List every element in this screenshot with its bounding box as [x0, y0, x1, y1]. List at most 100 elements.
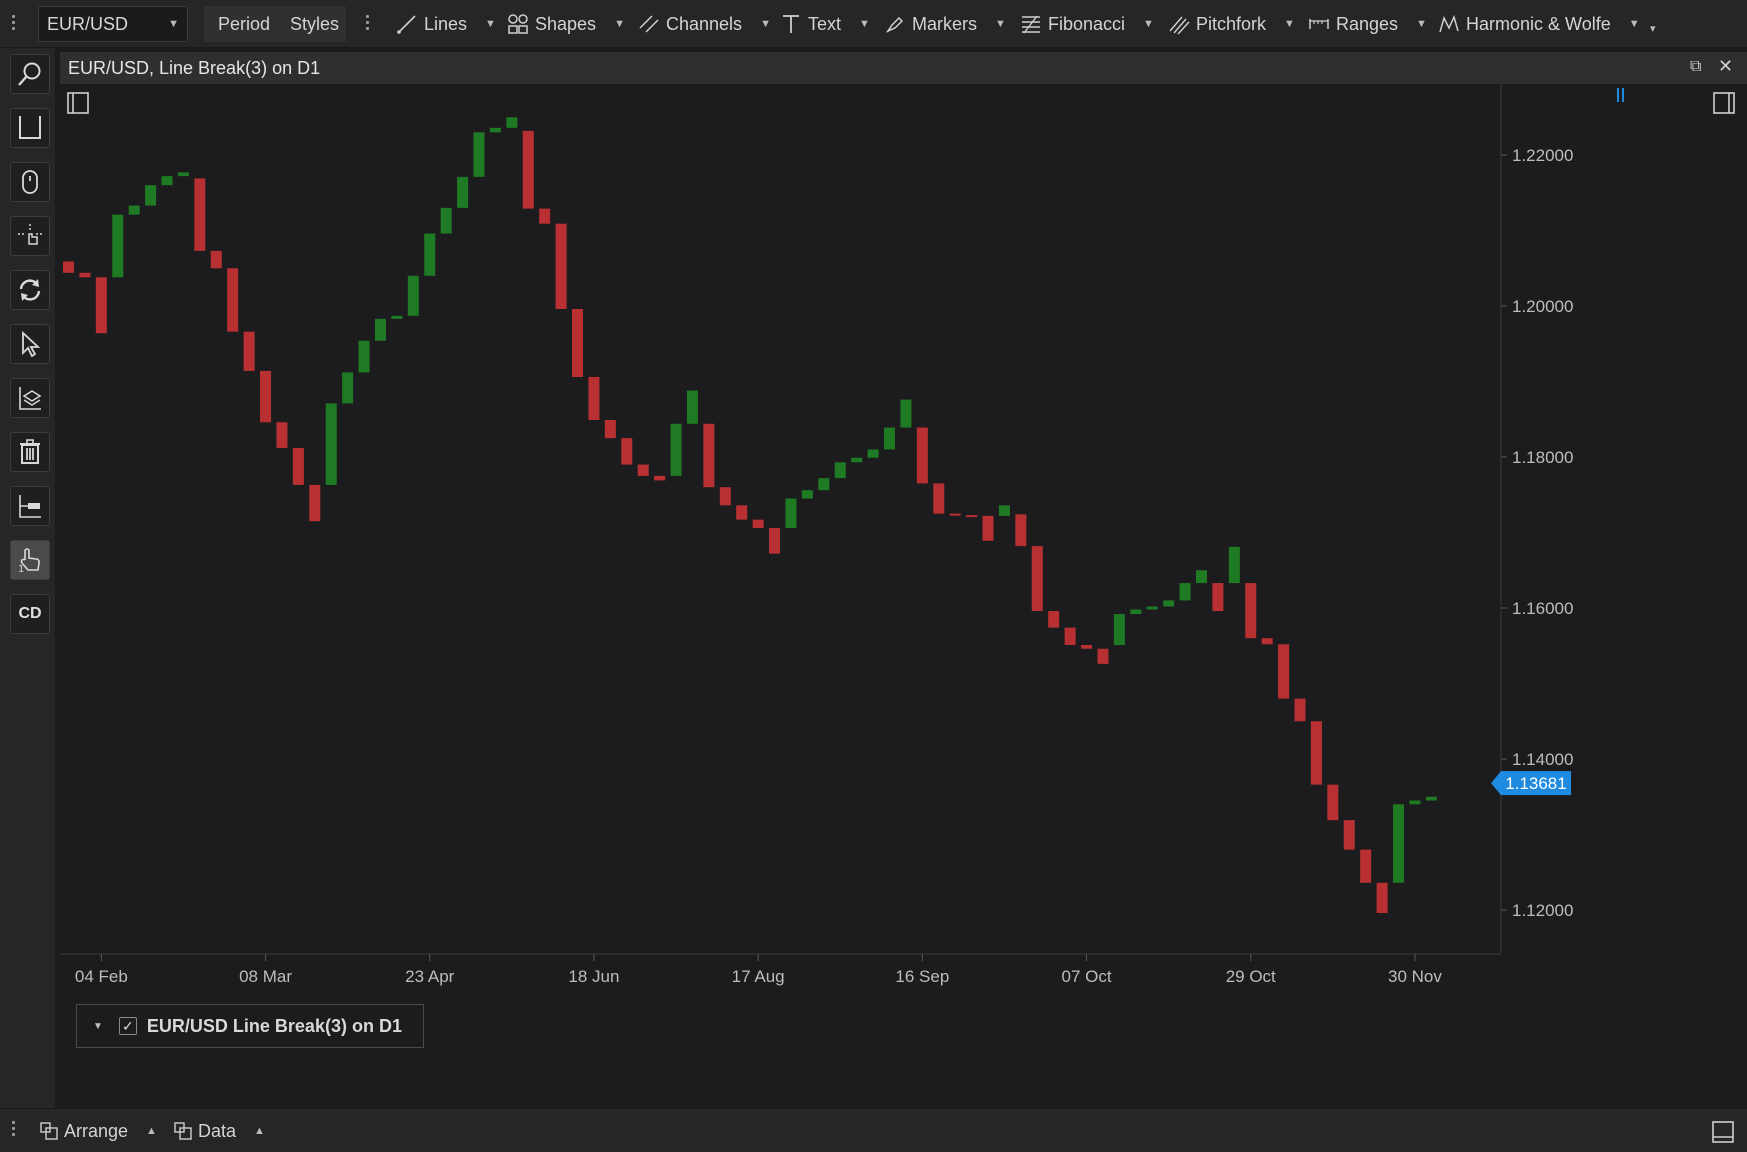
ranges-tool-button[interactable]: Ranges ▼: [1308, 6, 1427, 42]
shapes-tool-button[interactable]: Shapes ▼: [507, 6, 625, 42]
brick-down: [637, 464, 649, 476]
toolbar-grip-icon[interactable]: [366, 15, 370, 33]
brick-down: [1278, 644, 1290, 699]
bottom-panel-toggle-icon[interactable]: [1712, 1121, 1734, 1143]
brick-up: [785, 498, 797, 528]
axis-frame-button[interactable]: [10, 108, 50, 148]
brick-down: [1261, 638, 1273, 645]
text-tool-button[interactable]: Text ▼: [780, 6, 870, 42]
y-tick-label: 1.16000: [1512, 599, 1573, 618]
brick-up: [358, 340, 370, 373]
brick-down: [1294, 698, 1306, 722]
pitchfork-tool-button[interactable]: Pitchfork ▼: [1168, 6, 1295, 42]
chart-window: EUR/USD, Line Break(3) on D1 ⧉ ✕ 1.22000…: [60, 52, 1747, 1100]
mouse-mode-button[interactable]: [10, 162, 50, 202]
period-button[interactable]: Period: [218, 14, 271, 34]
lines-tool-button[interactable]: Lines ▼: [396, 6, 496, 42]
brick-down: [769, 527, 781, 554]
mouse-icon: [22, 170, 38, 194]
x-tick-label: 30 Nov: [1388, 967, 1442, 986]
period-styles-group: Period Styles: [204, 6, 346, 42]
brick-up: [473, 132, 485, 177]
brick-down: [1343, 820, 1355, 850]
brick-down: [703, 423, 715, 488]
series-legend[interactable]: ▼ ✓ EUR/USD Line Break(3) on D1: [76, 1004, 424, 1048]
harmonic-icon: [1439, 14, 1459, 33]
brick-down: [63, 261, 74, 273]
brick-up: [801, 490, 813, 499]
chevron-down-icon: ▼: [1416, 18, 1427, 30]
chevron-down-icon: ▼: [1284, 18, 1295, 30]
brick-down: [79, 272, 91, 278]
brick-down: [539, 208, 551, 224]
brick-up: [1113, 614, 1125, 645]
crosshair-hand-icon: [18, 224, 42, 245]
chevron-down-icon: ▼: [168, 18, 179, 30]
left-panel-toggle-icon[interactable]: [67, 92, 89, 114]
x-tick-label: 07 Oct: [1061, 967, 1111, 986]
brick-down: [1212, 583, 1224, 612]
chevron-down-icon: ▼: [614, 18, 625, 30]
layers-button[interactable]: [10, 378, 50, 418]
ranges-label: Ranges: [1336, 14, 1399, 34]
chevron-down-icon[interactable]: ▼: [93, 1020, 103, 1032]
toolbar-overflow-icon[interactable]: ▾: [1650, 23, 1656, 35]
brick-down: [1048, 611, 1060, 628]
close-icon[interactable]: ✕: [1718, 56, 1734, 76]
data-button[interactable]: Data ▲: [174, 1119, 265, 1143]
brick-down: [1245, 583, 1257, 639]
zoom-tool-button[interactable]: [10, 54, 50, 94]
brick-down: [1097, 648, 1109, 664]
right-panel-toggle-icon[interactable]: [1713, 92, 1735, 114]
select-tool-button[interactable]: [10, 324, 50, 364]
line-break-chart[interactable]: 1.22000 1.20000 1.18000 1.16000 1.14000 1.120…: [60, 84, 1747, 1100]
restore-window-icon[interactable]: ⧉: [1690, 58, 1702, 75]
brick-up: [1195, 570, 1207, 584]
brick-down: [1327, 784, 1339, 821]
series-visible-checkbox[interactable]: ✓: [118, 1017, 137, 1035]
brick-down: [292, 447, 304, 485]
brick-up: [851, 457, 863, 463]
x-tick-label: 29 Oct: [1226, 967, 1276, 986]
brick-down: [522, 130, 534, 209]
bottom-bar: Arrange ▲ Data ▲: [0, 1108, 1747, 1152]
fibonacci-tool-button[interactable]: Fibonacci ▼: [1020, 6, 1154, 42]
brick-up: [834, 462, 846, 479]
y-tick-label: 1.14000: [1512, 750, 1573, 769]
brick-down: [949, 513, 961, 516]
brick-up: [440, 207, 452, 234]
crosshair-button[interactable]: [10, 216, 50, 256]
symbol-select[interactable]: EUR/USD ▼: [38, 6, 188, 42]
horizontal-line-icon: [19, 495, 41, 518]
brick-up: [1393, 804, 1405, 883]
brick-up: [177, 172, 189, 177]
brick-down: [1376, 882, 1388, 914]
brick-down: [916, 427, 928, 484]
brick-down: [194, 178, 206, 251]
one-click-trade-icon: 1: [18, 548, 40, 574]
horizontal-line-button[interactable]: [10, 486, 50, 526]
cd-button[interactable]: CD: [10, 594, 50, 634]
styles-button[interactable]: Styles: [290, 14, 340, 34]
x-tick-label: 08 Mar: [239, 967, 292, 986]
channels-tool-button[interactable]: Channels ▼: [638, 6, 771, 42]
chevron-down-icon: ▼: [859, 18, 870, 30]
brick-down: [95, 277, 107, 334]
x-tick-label: 04 Feb: [75, 967, 128, 986]
chart-title-bar[interactable]: EUR/USD, Line Break(3) on D1 ⧉ ✕: [60, 52, 1747, 84]
arrange-label: Arrange: [64, 1120, 129, 1141]
y-tick-label: 1.18000: [1512, 448, 1573, 467]
marker-icon: [885, 16, 904, 33]
toolbar-grip-icon[interactable]: [12, 1121, 16, 1139]
delete-button[interactable]: [10, 432, 50, 472]
one-click-trade-button[interactable]: 1: [10, 540, 50, 580]
brick-up: [489, 127, 501, 133]
symbol-value: EUR/USD: [47, 14, 129, 34]
brick-down: [752, 519, 764, 528]
arrange-button[interactable]: Arrange ▲: [40, 1119, 157, 1143]
markers-tool-button[interactable]: Markers ▼: [884, 6, 1006, 42]
brick-down: [243, 331, 255, 371]
toolbar-grip-icon[interactable]: [12, 15, 16, 33]
refresh-button[interactable]: [10, 270, 50, 310]
harmonic-tool-button[interactable]: Harmonic & Wolfe ▼: [1438, 6, 1640, 42]
